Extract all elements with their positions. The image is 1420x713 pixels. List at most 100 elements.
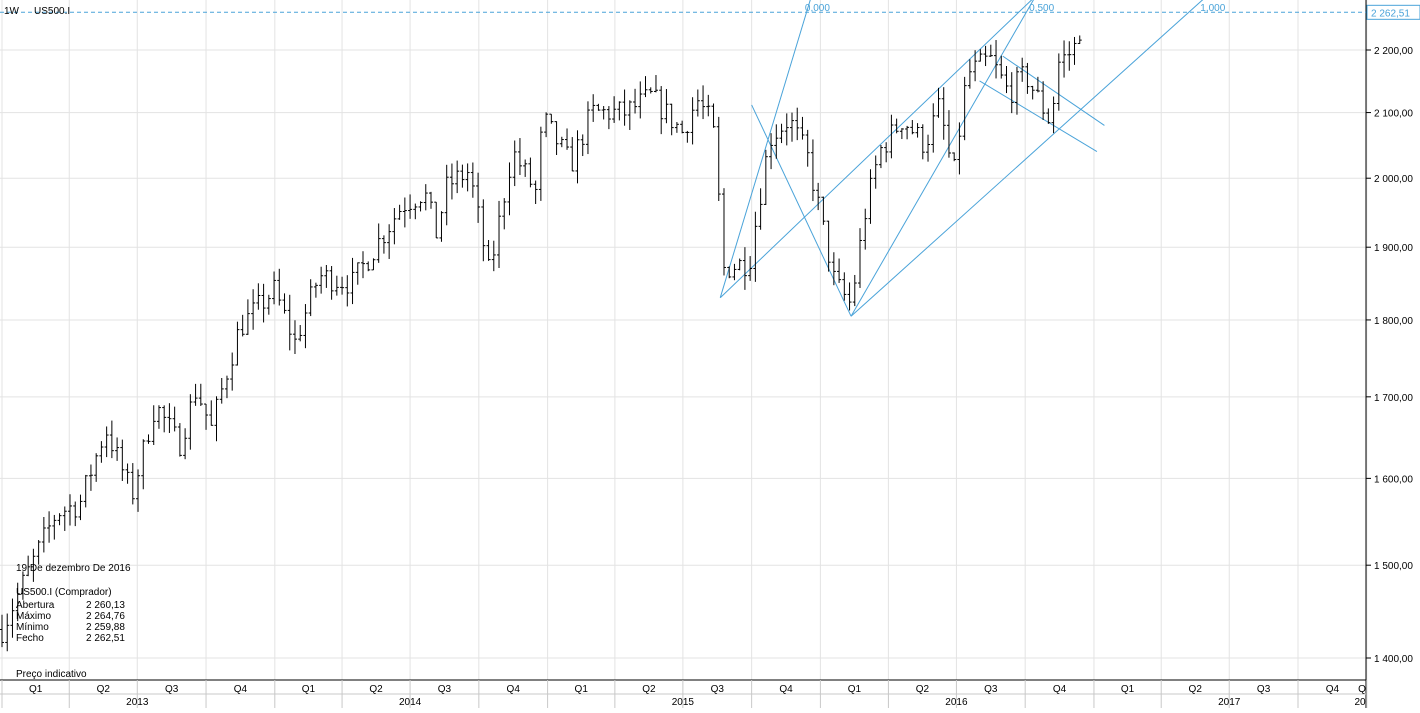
tooltip-value-low: 2 259,88 [86, 622, 125, 633]
quarter-label: Q4 [1326, 684, 1340, 695]
ohlc-bar [355, 262, 360, 285]
ohlc-bar [994, 40, 999, 79]
ohlc-bar [83, 474, 88, 508]
ohlc-bar [94, 453, 99, 482]
ohlc-bar [120, 439, 125, 481]
ohlc-bar [612, 96, 617, 123]
fib-fan-line [719, 0, 1033, 299]
ohlc-bar [826, 220, 831, 272]
ohlc-bar [376, 223, 381, 263]
ohlc-bar [983, 45, 988, 67]
ohlc-bar [36, 540, 41, 565]
ohlc-bar [643, 76, 648, 98]
ohlc-bar [554, 121, 559, 156]
indicative-price-note: Preço indicativo [16, 669, 87, 680]
symbol-label[interactable]: US500.I [34, 6, 70, 17]
ohlc-bar [952, 152, 957, 162]
quarter-label: Q1 [29, 684, 43, 695]
timeframe-label[interactable]: 1W [4, 6, 20, 17]
ohlc-bar [889, 114, 894, 159]
ohlc-bar [617, 101, 622, 121]
ohlc-bar [795, 107, 800, 141]
ohlc-bar [31, 548, 36, 582]
ohlc-bar [727, 266, 732, 279]
ohlc-bar [287, 294, 292, 351]
ohlc-bar [408, 194, 413, 219]
ohlc-bar [397, 204, 402, 220]
ohlc-bar [533, 180, 538, 204]
quarter-label: Q1 [302, 684, 316, 695]
ohlc-bar [591, 94, 596, 122]
ohlc-bar [497, 200, 502, 269]
quarter-label: Q2 [97, 684, 111, 695]
ohlc-bar [109, 420, 114, 459]
ohlc-bar [308, 279, 313, 317]
ohlc-bar [575, 130, 580, 184]
ohlc-bar [219, 377, 224, 404]
ohlc-bar [863, 208, 868, 250]
ohlc-bar [842, 272, 847, 301]
ohlc-bar [674, 122, 679, 133]
ohlc-bar [10, 598, 15, 638]
ohlc-bar [831, 252, 836, 286]
fib-fan-line [979, 80, 1098, 152]
fib-level-label: 1,000 [1200, 3, 1225, 14]
ohlc-bar [523, 159, 528, 177]
ohlc-bar [800, 116, 805, 140]
ohlc-bar [685, 130, 690, 143]
ohlc-bar [941, 87, 946, 140]
ohlc-bar [88, 464, 93, 491]
tooltip-value-close: 2 262,51 [86, 633, 125, 644]
ohlc-bar [528, 157, 533, 188]
ohlc-bar [596, 103, 601, 111]
year-label: 20 [1354, 697, 1366, 708]
ohlc-bar [99, 441, 104, 463]
ohlc-bar [1062, 40, 1067, 78]
ohlc-bar [549, 113, 554, 124]
ohlc-bar [167, 403, 172, 433]
ohlc-bar [78, 494, 83, 521]
fib-fan-line [719, 0, 811, 298]
ohlc-bar [622, 89, 627, 126]
ohlc-bar [517, 138, 522, 176]
ohlc-bar [251, 289, 256, 330]
ohlc-bar [5, 613, 10, 652]
fib-fan-line [751, 104, 852, 317]
ohlc-bar [570, 137, 575, 172]
ohlc-bar [261, 283, 266, 323]
ohlc-bar [52, 514, 57, 540]
y-tick-label: 2 100,00 [1374, 109, 1413, 120]
ohlc-bar [837, 258, 842, 283]
ohlc-bar [920, 124, 925, 160]
ohlc-bar [884, 142, 889, 163]
ohlc-bar [737, 258, 742, 271]
ohlc-bar [177, 423, 182, 457]
ohlc-bar [878, 145, 883, 169]
ohlc-bar [413, 203, 418, 220]
ohlc-bar [763, 149, 768, 205]
tooltip-value-high: 2 264,76 [86, 611, 125, 622]
ohlc-bar [544, 112, 549, 138]
ohlc-bar [324, 265, 329, 288]
ohlc-bar [565, 128, 570, 150]
ohlc-bar [235, 321, 240, 366]
quarter-label: Q2 [1189, 684, 1203, 695]
y-tick-label: 2 000,00 [1374, 174, 1413, 185]
ohlc-bar [873, 155, 878, 189]
fib-level-label: 0,000 [805, 3, 830, 14]
ohlc-bar [183, 428, 188, 460]
ohlc-bar [20, 571, 25, 600]
ohlc-bar [1020, 57, 1025, 82]
ohlc-bar [439, 211, 444, 242]
ohlc-bar [957, 122, 962, 175]
ohlc-bar [57, 513, 62, 526]
tooltip-value-open: 2 260,13 [86, 600, 125, 611]
fib-fan-line [850, 0, 1034, 317]
ohlc-bar [742, 247, 747, 290]
year-label: 2014 [399, 697, 422, 708]
ohlc-bar [277, 268, 282, 306]
ohlc-bar [732, 263, 737, 281]
ohlc-bar [868, 169, 873, 224]
